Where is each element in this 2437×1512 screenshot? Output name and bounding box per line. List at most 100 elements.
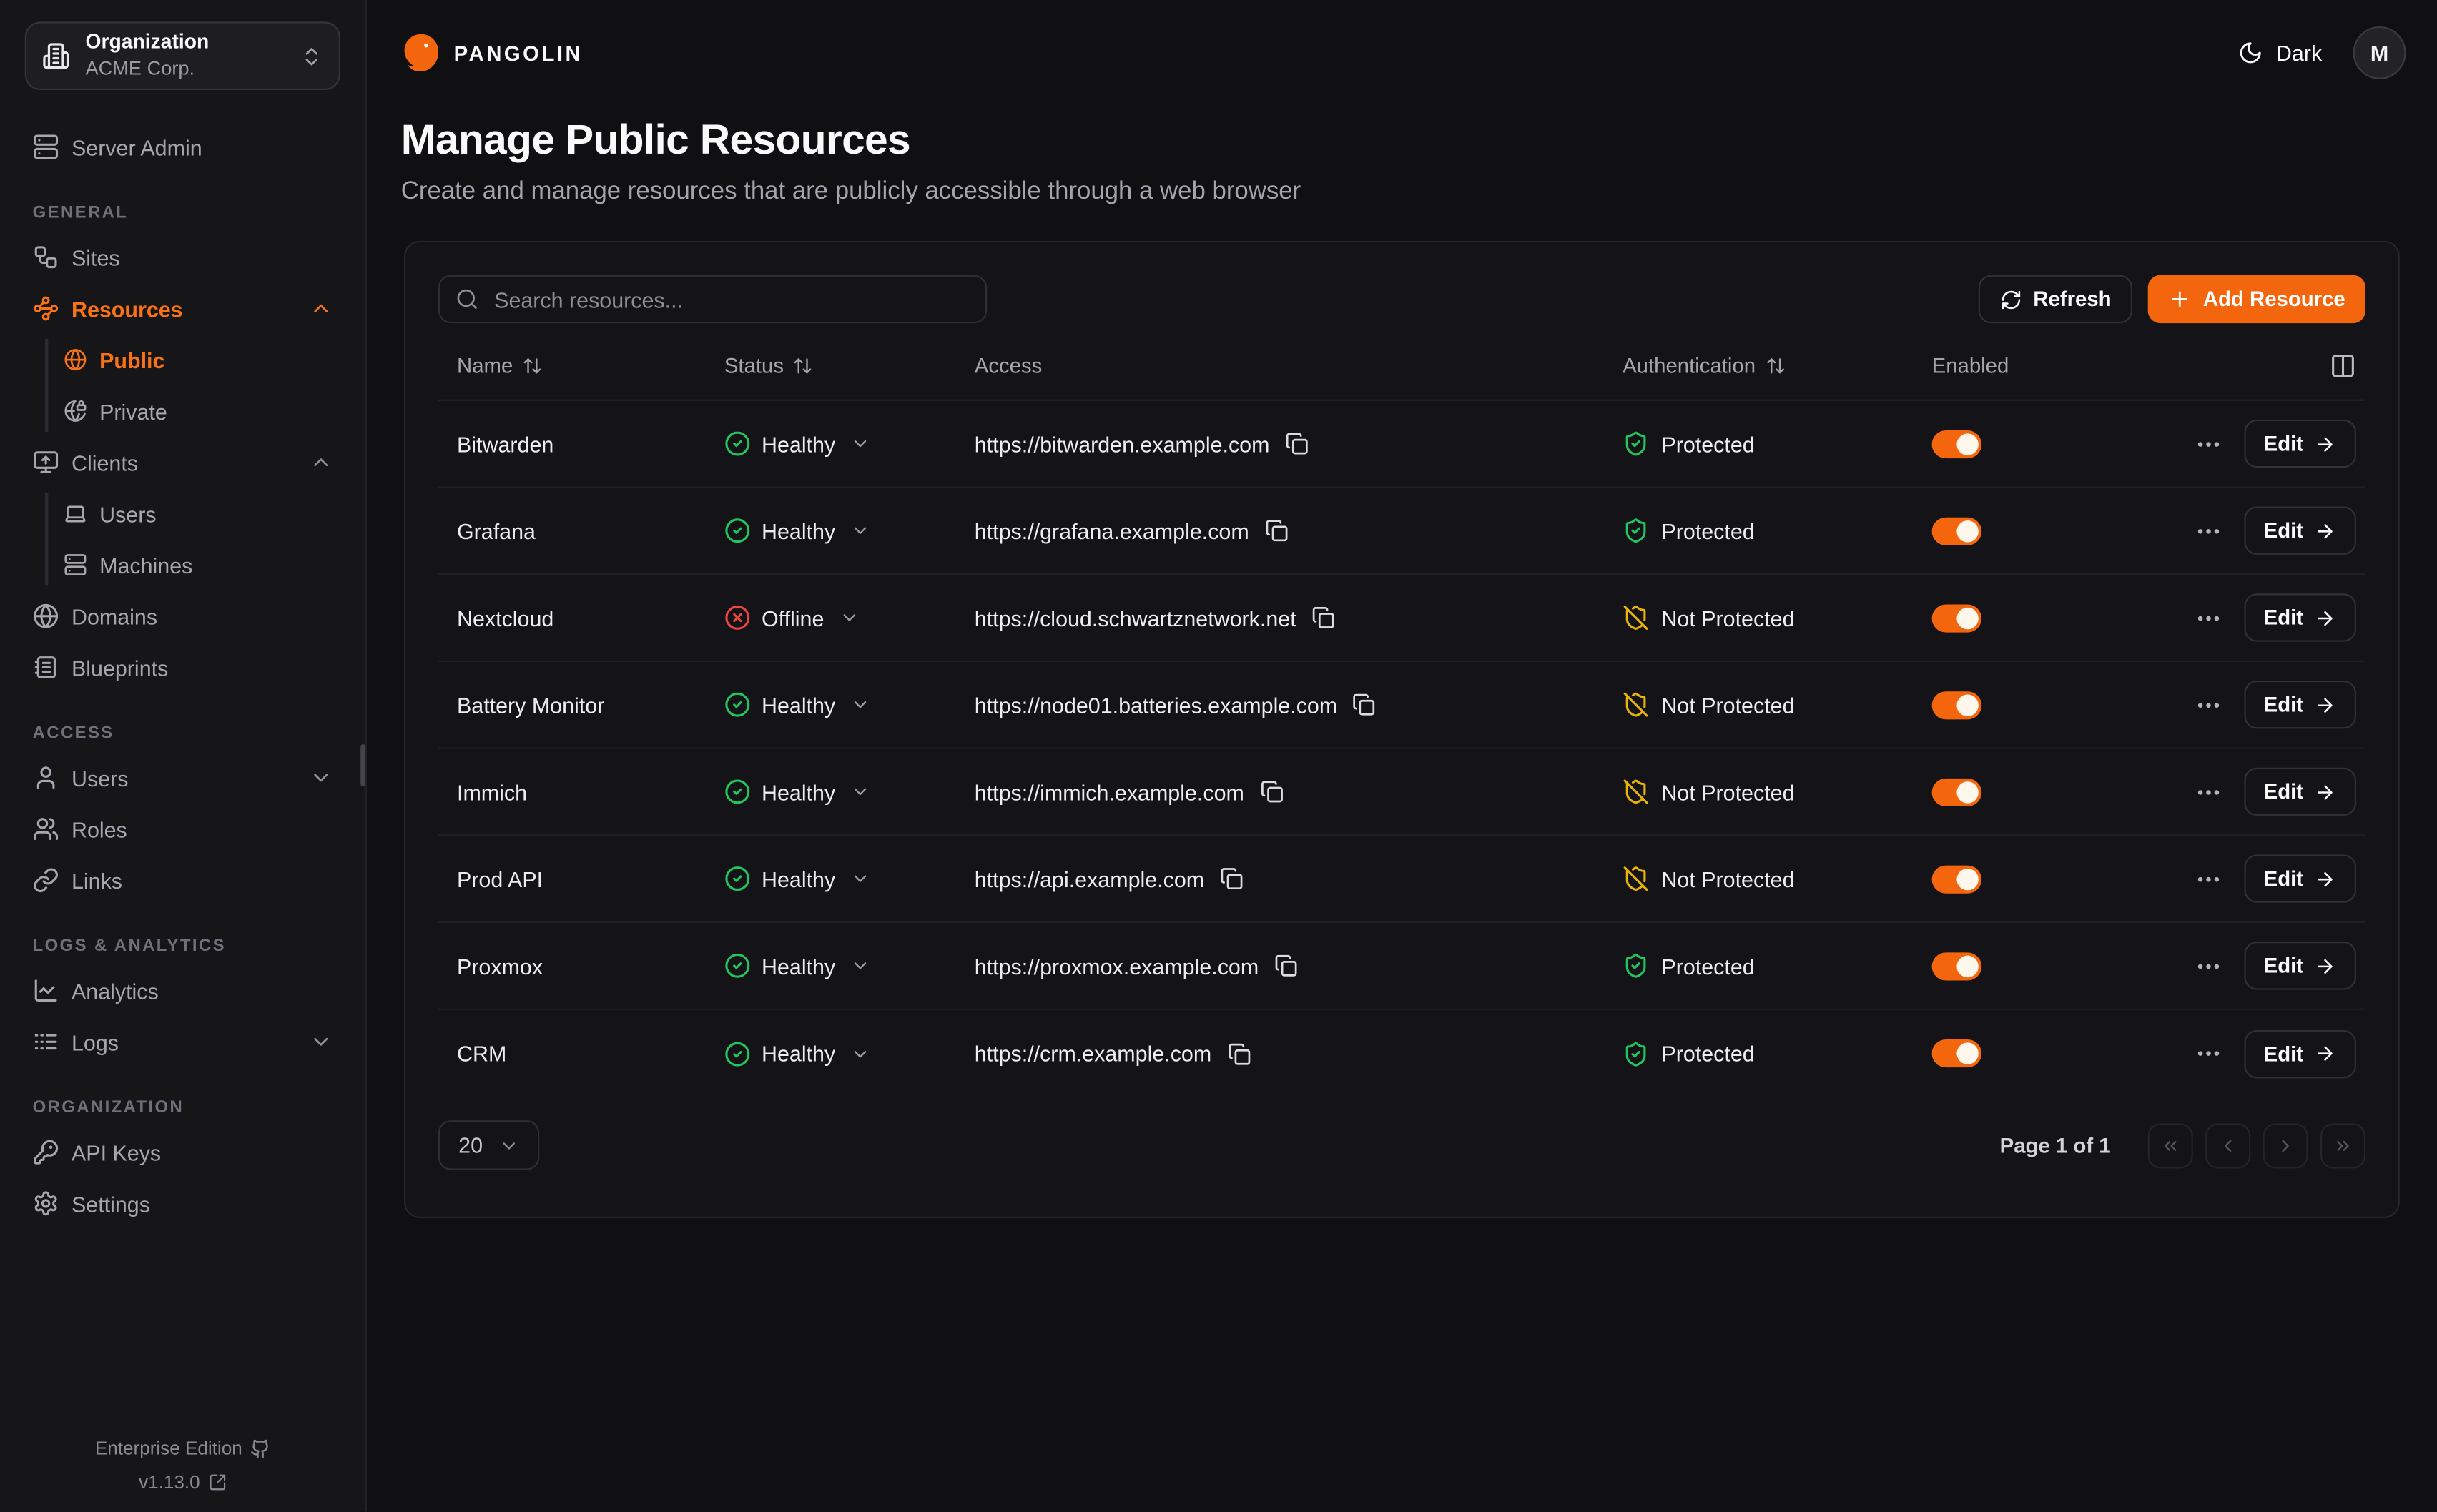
resource-name: Grafana [457, 518, 536, 543]
resource-name: Nextcloud [457, 605, 554, 631]
resource-url[interactable]: https://node01.batteries.example.com [974, 692, 1338, 718]
enabled-toggle[interactable] [1931, 1039, 1982, 1068]
edit-button[interactable]: Edit [2243, 854, 2356, 903]
circle-x-icon [724, 604, 751, 631]
sidebar-item-machines[interactable]: Machines [56, 539, 340, 591]
sidebar-item-resources[interactable]: Resources [25, 283, 340, 335]
row-menu-button[interactable] [2194, 691, 2222, 718]
add-resource-button[interactable]: Add Resource [2148, 275, 2366, 324]
copy-url-button[interactable] [1285, 432, 1309, 455]
resource-url[interactable]: https://api.example.com [974, 866, 1205, 891]
enabled-toggle[interactable] [1931, 429, 1982, 458]
pangolin-logo-icon [401, 33, 442, 74]
sidebar-item-links[interactable]: Links [25, 854, 340, 906]
resource-url[interactable]: https://crm.example.com [974, 1041, 1212, 1067]
copy-url-button[interactable] [1353, 693, 1377, 716]
edition-link[interactable]: Enterprise Edition [0, 1431, 365, 1466]
column-header-authentication[interactable]: Authentication [1604, 355, 1914, 377]
row-menu-button[interactable] [2194, 865, 2222, 893]
sidebar-item-blueprints[interactable]: Blueprints [25, 642, 340, 693]
version-link[interactable]: v1.13.0 [0, 1466, 365, 1500]
column-header-status[interactable]: Status [706, 355, 956, 377]
sidebar-item-logs[interactable]: Logs [25, 1016, 340, 1067]
arrow-right-icon [2314, 1042, 2335, 1064]
row-menu-button[interactable] [2194, 778, 2222, 806]
sidebar-item-analytics[interactable]: Analytics [25, 965, 340, 1017]
chevron-down-icon [851, 520, 871, 540]
user-avatar[interactable]: M [2353, 26, 2406, 79]
plus-icon [2169, 287, 2192, 311]
status-dropdown[interactable]: Healthy [706, 779, 956, 805]
next-page-button[interactable] [2263, 1122, 2308, 1168]
resource-url[interactable]: https://proxmox.example.com [974, 953, 1259, 979]
refresh-button[interactable]: Refresh [1979, 275, 2134, 324]
edit-button[interactable]: Edit [2243, 593, 2356, 642]
edit-button[interactable]: Edit [2243, 942, 2356, 990]
sidebar-item-clients[interactable]: Clients [25, 437, 340, 488]
sidebar-item-public[interactable]: Public [56, 334, 340, 385]
row-menu-button[interactable] [2194, 603, 2222, 631]
status-dropdown[interactable]: Healthy [706, 691, 956, 718]
sidebar-item-users[interactable]: Users [56, 488, 340, 539]
page-size-select[interactable]: 20 [438, 1120, 539, 1170]
column-visibility-button[interactable] [2330, 352, 2356, 379]
copy-url-button[interactable] [1311, 606, 1335, 630]
edit-button[interactable]: Edit [2243, 506, 2356, 555]
resource-url[interactable]: https://immich.example.com [974, 779, 1244, 804]
enabled-toggle[interactable] [1931, 691, 1982, 719]
monitor-up-icon [33, 449, 59, 475]
org-switcher-label: Organization [85, 30, 210, 54]
status-dropdown[interactable]: Healthy [706, 952, 956, 979]
enabled-toggle[interactable] [1931, 603, 1982, 632]
org-switcher[interactable]: Organization ACME Corp. [24, 21, 340, 91]
copy-url-button[interactable] [1260, 780, 1284, 804]
first-page-button[interactable] [2147, 1122, 2193, 1168]
sidebar-item-domains[interactable]: Domains [25, 591, 340, 642]
arrow-right-icon [2314, 955, 2335, 977]
auth-label: Not Protected [1661, 866, 1795, 891]
sidebar-item-sites[interactable]: Sites [25, 232, 340, 283]
sidebar-scrollbar-thumb[interactable] [360, 744, 365, 786]
status-dropdown[interactable]: Healthy [706, 1040, 956, 1067]
enabled-toggle[interactable] [1931, 516, 1982, 545]
brand[interactable]: PANGOLIN [401, 33, 583, 74]
edit-button[interactable]: Edit [2243, 680, 2356, 729]
sidebar-item-api-keys[interactable]: API Keys [25, 1127, 340, 1178]
edit-button[interactable]: Edit [2243, 419, 2356, 468]
chevron-down-icon [310, 1030, 333, 1054]
copy-url-button[interactable] [1274, 954, 1298, 978]
sidebar-item-roles[interactable]: Roles [25, 804, 340, 855]
column-header-name[interactable]: Name [438, 355, 706, 377]
status-dropdown[interactable]: Healthy [706, 866, 956, 892]
enabled-toggle[interactable] [1931, 777, 1982, 806]
resource-url[interactable]: https://grafana.example.com [974, 518, 1249, 543]
edit-button[interactable]: Edit [2243, 767, 2356, 816]
row-menu-button[interactable] [2194, 952, 2222, 979]
copy-url-button[interactable] [1220, 867, 1244, 891]
row-menu-button[interactable] [2194, 430, 2222, 458]
moon-icon [2239, 41, 2264, 66]
status-dropdown[interactable]: Healthy [706, 518, 956, 544]
status-dropdown[interactable]: Offline [706, 604, 956, 631]
last-page-button[interactable] [2320, 1122, 2366, 1168]
edit-button[interactable]: Edit [2243, 1029, 2356, 1078]
status-dropdown[interactable]: Healthy [706, 430, 956, 457]
copy-url-button[interactable] [1264, 519, 1288, 543]
sidebar-item-settings[interactable]: Settings [25, 1177, 340, 1229]
resource-url[interactable]: https://cloud.schwartznetwork.net [974, 605, 1296, 631]
resource-row-proxmox: Proxmox Healthy https://proxmox.example.co… [438, 923, 2366, 1010]
resource-url[interactable]: https://bitwarden.example.com [974, 431, 1270, 456]
search-input[interactable] [491, 285, 970, 313]
sidebar-item-private[interactable]: Private [56, 385, 340, 437]
copy-url-button[interactable] [1227, 1042, 1251, 1065]
sidebar-item-users[interactable]: Users [25, 752, 340, 804]
sidebar-subnav: Users Machines [25, 488, 340, 590]
row-menu-button[interactable] [2194, 517, 2222, 545]
theme-toggle[interactable]: Dark [2239, 41, 2322, 66]
sidebar-item-server-admin[interactable]: Server Admin [25, 122, 340, 173]
previous-page-button[interactable] [2205, 1122, 2251, 1168]
enabled-toggle[interactable] [1931, 864, 1982, 893]
enabled-toggle[interactable] [1931, 952, 1982, 980]
link-icon [33, 867, 59, 894]
row-menu-button[interactable] [2194, 1039, 2222, 1067]
